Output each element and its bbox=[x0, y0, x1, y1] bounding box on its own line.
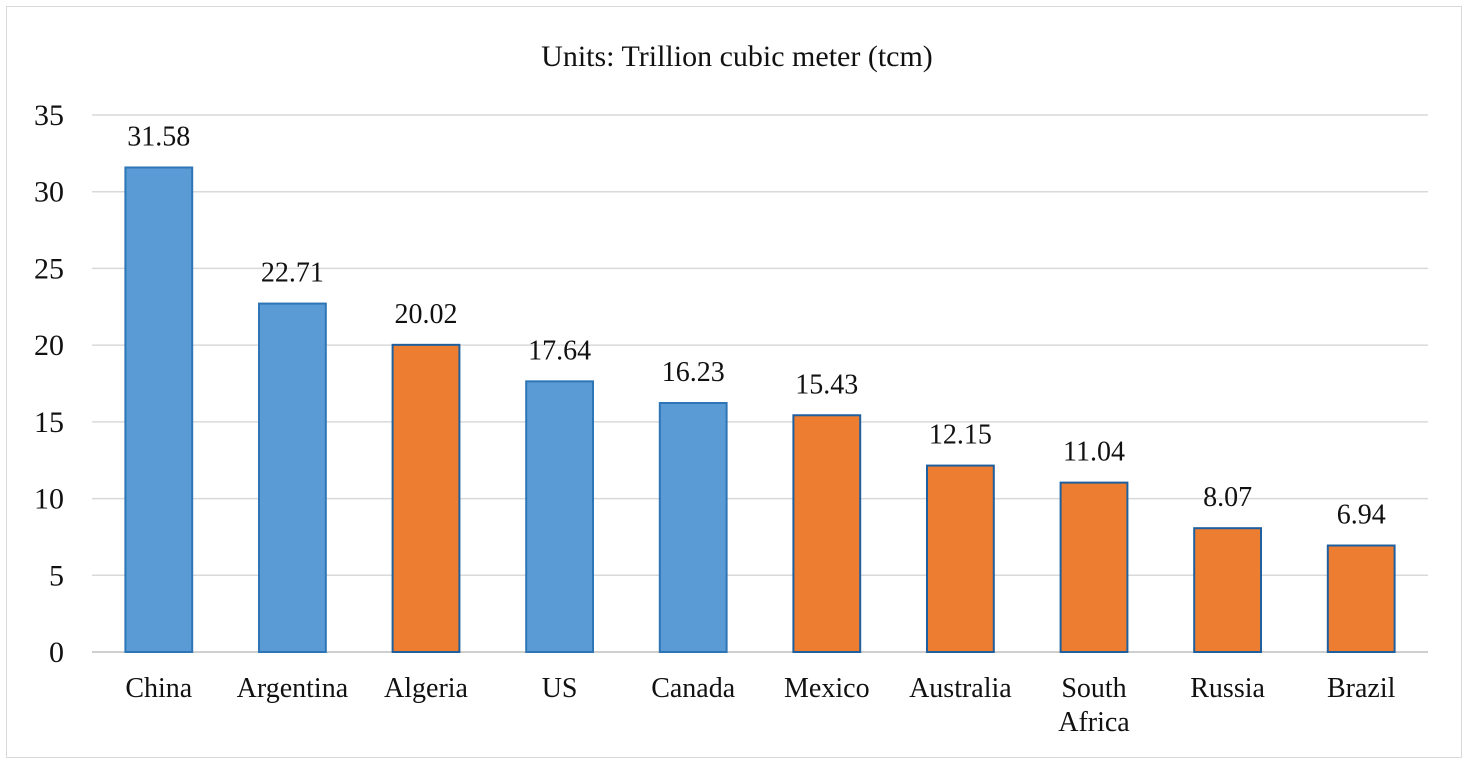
y-tick-label: 30 bbox=[34, 176, 64, 209]
x-tick-label: Canada bbox=[651, 673, 736, 704]
data-label: 12.15 bbox=[929, 420, 992, 451]
value-labels: 31.58 22.71 20.02 17.64 16.23 15.43 12.15 11.04… bbox=[127, 121, 1385, 530]
y-tick-label: 35 bbox=[34, 99, 64, 132]
bar bbox=[1059, 481, 1129, 654]
bar bbox=[1193, 527, 1262, 654]
x-tick-label: China bbox=[125, 673, 192, 704]
bar bbox=[124, 166, 194, 653]
data-label: 17.64 bbox=[528, 335, 591, 366]
y-tick-label: 25 bbox=[34, 252, 64, 285]
bar bbox=[792, 414, 862, 653]
data-label: 20.02 bbox=[395, 299, 458, 330]
y-tick-label: 0 bbox=[49, 636, 64, 669]
bar bbox=[258, 302, 327, 653]
bar bbox=[525, 380, 595, 653]
x-tick-label: Australia bbox=[909, 673, 1012, 704]
data-label: 8.07 bbox=[1203, 482, 1252, 513]
data-label: 22.71 bbox=[261, 258, 324, 289]
bars bbox=[124, 166, 1396, 654]
y-tick-label: 10 bbox=[34, 483, 64, 516]
data-label: 11.04 bbox=[1063, 437, 1125, 468]
data-label: 15.43 bbox=[795, 369, 858, 400]
x-tick-label: Russia bbox=[1190, 673, 1265, 704]
x-tick-label: Mexico bbox=[784, 673, 870, 704]
data-label: 6.94 bbox=[1337, 500, 1386, 531]
y-tick-label: 20 bbox=[34, 329, 64, 362]
bar bbox=[1326, 544, 1396, 653]
y-tick-label: 5 bbox=[49, 559, 64, 592]
y-axis: 0 5 10 15 20 25 30 35 bbox=[34, 99, 64, 669]
x-tick-label: US bbox=[542, 673, 578, 704]
x-tick-label: Algeria bbox=[384, 673, 469, 704]
data-label: 16.23 bbox=[662, 357, 725, 388]
y-tick-label: 15 bbox=[34, 406, 64, 439]
x-tick-label: South bbox=[1061, 673, 1126, 704]
bar bbox=[658, 401, 728, 654]
bar bbox=[391, 343, 461, 653]
x-tick-label: Argentina bbox=[237, 673, 349, 704]
x-tick-label: Africa bbox=[1058, 707, 1130, 738]
bar bbox=[926, 464, 995, 653]
data-label: 31.58 bbox=[127, 121, 190, 152]
chart-title: Units: Trillion cubic meter (tcm) bbox=[541, 40, 933, 73]
x-axis: China Argentina Algeria US Canada Mexico Austr… bbox=[125, 673, 1395, 738]
x-tick-label: Brazil bbox=[1327, 673, 1396, 704]
